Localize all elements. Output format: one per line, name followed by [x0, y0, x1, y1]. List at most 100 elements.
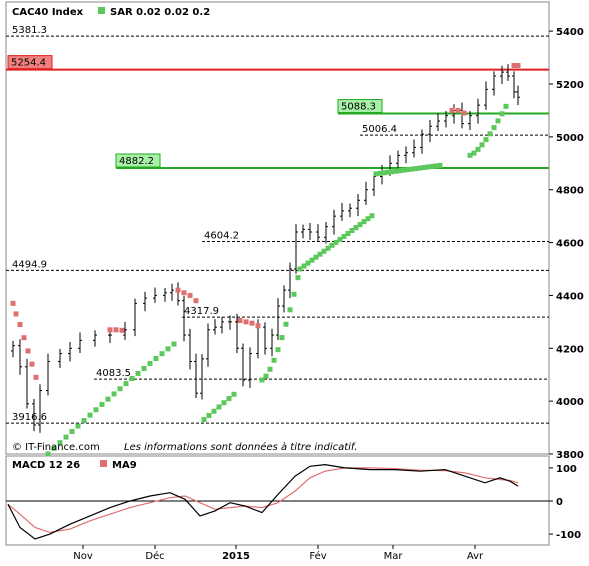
sar-dot — [107, 327, 113, 333]
ohlc-bar — [356, 193, 360, 217]
ohlc-bar — [288, 262, 292, 299]
ohlc-bar — [332, 209, 336, 235]
sar-dot — [75, 423, 81, 429]
sar-dot — [187, 292, 193, 298]
sar-dot — [165, 346, 171, 352]
level-label: 5006.4 — [362, 124, 397, 135]
ohlc-bar — [228, 315, 232, 330]
ohlc-bar — [516, 85, 520, 106]
sar-dot — [211, 408, 217, 414]
ohlc-bar — [476, 98, 480, 124]
x-tick-label: Mar — [384, 551, 404, 562]
sar-dot — [305, 260, 311, 266]
sar-dot — [467, 152, 473, 158]
ohlc-bar — [38, 384, 42, 433]
sar-dot — [291, 291, 297, 297]
ohlc-bar — [324, 221, 328, 244]
ohlc-bar — [294, 224, 298, 274]
sar-dot — [33, 374, 39, 380]
ohlc-bar — [484, 81, 488, 110]
level-label: 4317.9 — [184, 306, 219, 317]
sar-dot — [237, 318, 243, 324]
sar-dot — [475, 146, 481, 152]
sar-dot — [429, 163, 435, 169]
sar-dot — [193, 298, 199, 304]
sar-dot — [175, 287, 181, 293]
sar-dot — [349, 228, 355, 234]
sar-dot — [271, 357, 277, 363]
sar-dot — [141, 365, 147, 371]
sar-dot — [29, 361, 35, 367]
sar-dot — [153, 356, 159, 362]
sar-dot — [309, 257, 315, 263]
ohlc-bar — [276, 298, 280, 340]
sar-dot — [495, 118, 501, 124]
sar-dot — [515, 63, 521, 68]
ohlc-bar — [436, 113, 440, 132]
ohlc-bar — [58, 348, 62, 368]
sar-dot — [221, 400, 227, 406]
y-tick-label: 4800 — [556, 186, 584, 197]
sar-dot — [17, 322, 23, 327]
sar-dot — [321, 248, 327, 254]
ohlc-bar — [18, 339, 22, 375]
macd-y-tick-label: 0 — [556, 497, 563, 508]
ohlc-bars — [11, 64, 520, 433]
sar-dot — [231, 391, 237, 397]
sar-dot — [81, 418, 87, 424]
level-label: 5254.4 — [11, 58, 46, 69]
sar-dot — [487, 131, 493, 137]
ohlc-bar — [348, 203, 352, 218]
level-label: 3916.6 — [12, 412, 47, 423]
ohlc-bar — [301, 224, 305, 239]
disclaimer: Les informations sont données à titre in… — [124, 441, 357, 453]
y-tick-label: 4200 — [556, 344, 584, 355]
sar-dot — [437, 162, 443, 168]
sar-dot — [111, 391, 117, 397]
sar-dot — [105, 396, 111, 402]
sar-dot — [461, 110, 467, 116]
sar-dot — [421, 165, 427, 171]
sar-dot — [377, 170, 383, 176]
sar-dot — [333, 239, 339, 245]
y-tick-label: 5400 — [556, 27, 584, 38]
sar-dot — [297, 266, 303, 272]
sar-dot — [317, 251, 323, 257]
x-tick-label: Déc — [145, 550, 164, 562]
sar-dot — [13, 311, 19, 317]
instrument-label: CAC40 Index — [12, 7, 84, 18]
ohlc-bar — [492, 71, 496, 96]
level-label-box — [7, 55, 53, 70]
ohlc-bar — [468, 110, 472, 130]
sar-dot — [393, 168, 399, 174]
sar-dot — [10, 300, 16, 306]
sar-dot — [325, 245, 331, 251]
sar-dot — [433, 163, 439, 169]
sar-dot — [381, 170, 387, 176]
sar-dot — [113, 327, 119, 333]
sar-dot — [259, 377, 265, 383]
ohlc-bar — [163, 288, 167, 302]
level-label-box — [115, 153, 161, 168]
sar-dot — [25, 348, 31, 354]
macd-y-tick-label: 100 — [556, 464, 577, 475]
sar-dot — [201, 417, 207, 423]
ohlc-bar — [428, 119, 432, 143]
y-tick-label: 3800 — [556, 450, 584, 461]
macd-legend-label: MACD 12 26 — [12, 460, 80, 471]
ohlc-bar — [32, 399, 36, 432]
sar-dot — [295, 275, 301, 281]
macd-lines: 100 0 -100 — [6, 464, 581, 541]
macd-y-tick-label: -100 — [556, 530, 581, 541]
sar-dot — [483, 137, 489, 143]
ohlc-bar — [182, 295, 186, 342]
y-tick-label: 4600 — [556, 239, 584, 250]
ohlc-bar — [206, 323, 210, 367]
ohlc-bar — [213, 319, 217, 335]
ohlc-bar — [364, 181, 368, 206]
y-tick-label: 4400 — [556, 291, 584, 302]
sar-dot — [449, 107, 455, 113]
sar-dot — [216, 404, 222, 410]
ohlc-bar — [340, 202, 344, 221]
sar-dot — [337, 236, 343, 242]
